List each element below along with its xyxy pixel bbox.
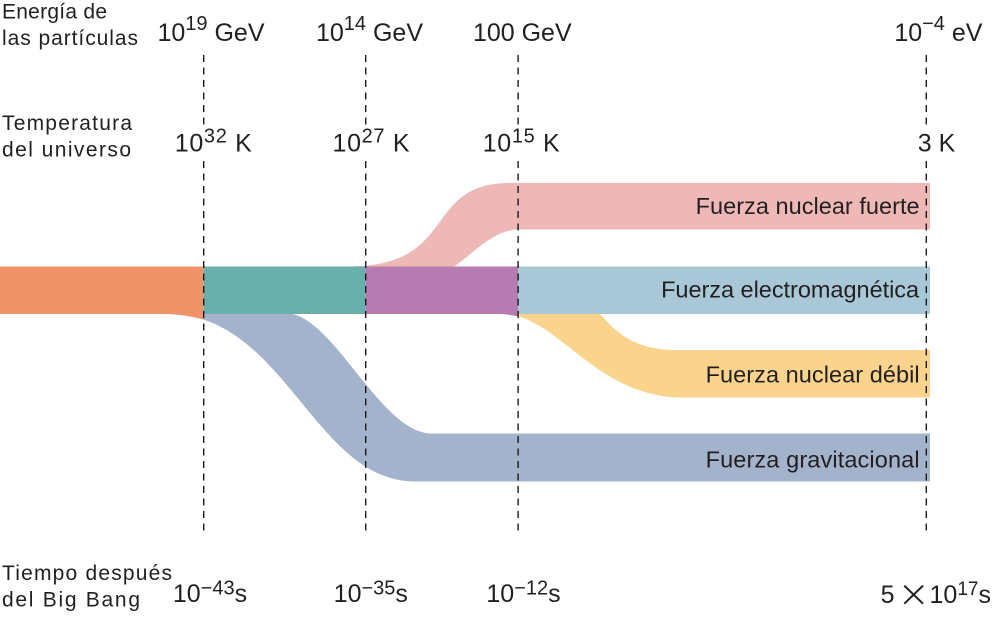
svg-text:Temperatura: Temperatura — [2, 112, 132, 135]
svg-text:del Big Bang: del Big Bang — [2, 589, 140, 612]
svg-text:Fuerza gravitacional: Fuerza gravitacional — [706, 446, 920, 472]
svg-text:1032 K: 1032 K — [175, 125, 252, 157]
svg-text:Fuerza nuclear fuerte: Fuerza nuclear fuerte — [696, 193, 920, 219]
svg-text:1019 GeV: 1019 GeV — [157, 13, 264, 47]
svg-text:Fuerza electromagnética: Fuerza electromagnética — [661, 277, 920, 303]
svg-text:Energía de: Energía de — [2, 1, 107, 24]
svg-text:Tiempo después: Tiempo después — [2, 562, 172, 585]
svg-text:3 K: 3 K — [918, 129, 956, 157]
svg-text:5: 5 — [881, 581, 895, 609]
svg-text:las partículas: las partículas — [2, 27, 138, 50]
svg-text:Fuerza nuclear débil: Fuerza nuclear débil — [706, 361, 920, 387]
svg-text:100 GeV: 100 GeV — [473, 19, 572, 47]
svg-text:1014 GeV: 1014 GeV — [316, 13, 423, 47]
svg-text:10−12s: 10−12s — [486, 578, 560, 609]
